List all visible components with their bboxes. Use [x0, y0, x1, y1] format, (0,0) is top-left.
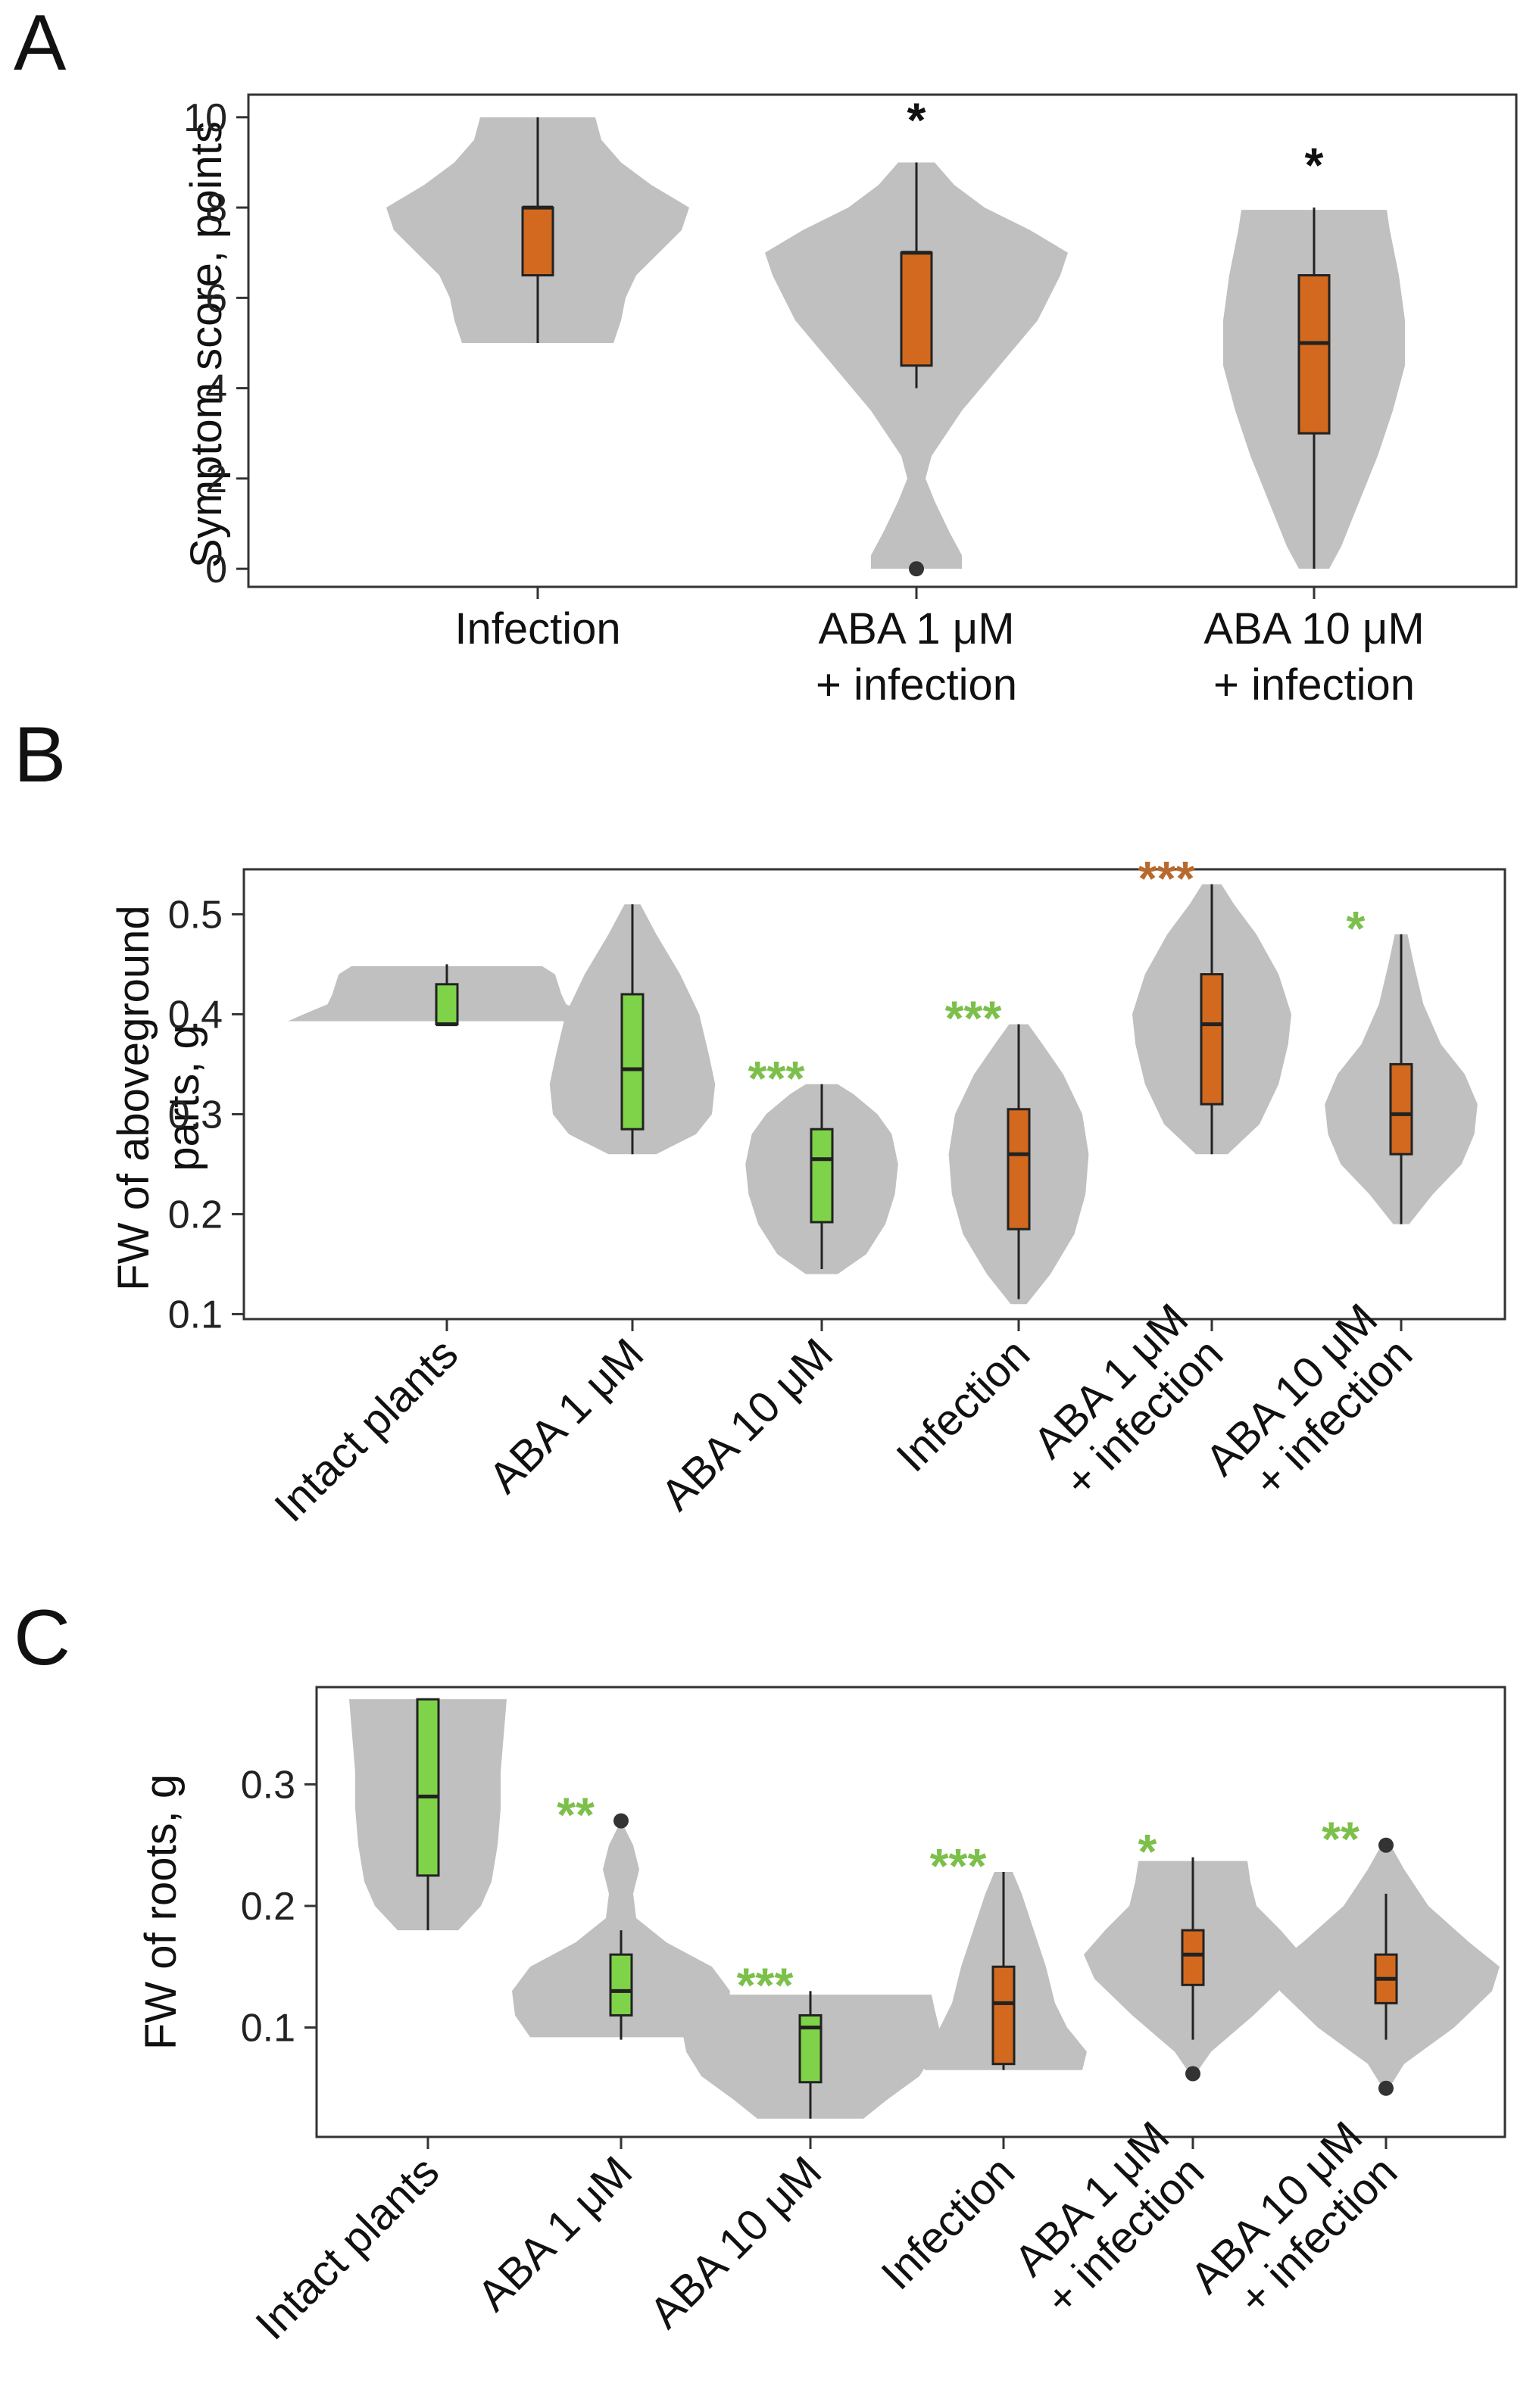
box [1389, 1062, 1413, 1156]
panel-a-ylabel: Symptom score, points [182, 121, 231, 568]
significance-marker: *** [748, 1051, 805, 1106]
y-tick-label: 4 [205, 367, 227, 411]
box [1200, 973, 1224, 1106]
plot-frame [247, 93, 1518, 588]
plot-frame [242, 868, 1506, 1321]
significance-marker: * [907, 92, 926, 147]
box [1297, 274, 1331, 435]
panel-letter-c: C [14, 1594, 70, 1682]
panel-b-plot: 0.1 0.2 0.3 0.4 0.5 Intact plants ABA 1 μM *** A… [168, 851, 1506, 1531]
panel-b-ylabel-line1: FW of aboveground [109, 905, 158, 1290]
y-tick-label: 8 [205, 186, 227, 230]
y-tick-label: 0.3 [168, 1093, 223, 1137]
category-label: ABA 1 μM [479, 1329, 653, 1502]
y-tick-label: 0 [205, 547, 227, 591]
significance-marker: *** [1138, 851, 1195, 906]
category-label: Infection [454, 604, 620, 653]
panel-b: B FW of aboveground parts, g 0.10.20.30.… [14, 711, 1506, 1531]
significance-marker: * [1138, 1824, 1157, 1879]
box [900, 251, 933, 367]
panel-c-ylabel: FW of roots, g [136, 1774, 186, 2050]
box [416, 1698, 440, 1877]
significance-marker: ** [1322, 1812, 1360, 1867]
category-label: + infection [1213, 660, 1415, 710]
significance-marker: * [1305, 138, 1324, 192]
box [435, 983, 459, 1026]
panel-b-ylabel-line2: parts, g [159, 1025, 208, 1171]
box [620, 993, 645, 1131]
group-0: Infection [386, 117, 689, 653]
panel-a: A Symptom score, points 0 2 4 6 8 10 Infection… [14, 0, 1518, 710]
category-label: ABA 1 μM [818, 604, 1014, 653]
box [810, 1128, 834, 1224]
outlier-point [1185, 2066, 1200, 2082]
box [1007, 1108, 1031, 1231]
group-1: * ABA 1 μM + infection [765, 92, 1068, 710]
outlier-point [1378, 2080, 1394, 2096]
significance-marker: *** [737, 1957, 794, 2012]
panel-c: C FW of roots, g 0.1 0.2 0.3 Intact plants *… [14, 1594, 1506, 2349]
outlier-point [909, 561, 924, 577]
outlier-point [613, 1813, 629, 1829]
box [798, 2013, 823, 2084]
y-tick-label: 0.1 [168, 1293, 223, 1337]
category-label: ABA 10 μM [640, 2147, 831, 2338]
category-label: Infection [872, 2147, 1024, 2299]
y-tick-label: 10 [183, 96, 227, 140]
box [521, 206, 554, 277]
category-label: ABA 1 μM [468, 2147, 642, 2320]
group-2: * ABA 10 μM + infection [1203, 138, 1424, 710]
category-label: ABA 10 μM [1203, 604, 1424, 653]
box [1181, 1929, 1205, 1986]
y-tick-label: 6 [205, 276, 227, 320]
y-tick-label: 0.1 [241, 2007, 295, 2051]
y-tick-label: 0.5 [168, 893, 223, 937]
y-tick-label: 0.4 [168, 993, 223, 1037]
y-tick-label: 2 [205, 457, 227, 501]
panel-letter-a: A [14, 0, 67, 87]
box [991, 1965, 1016, 2066]
significance-marker: * [1347, 901, 1366, 956]
significance-marker: ** [557, 1788, 595, 1842]
category-label: ABA 10 μM [651, 1329, 842, 1520]
plot-frame [315, 1686, 1506, 2138]
box [609, 1953, 633, 2017]
panel-letter-b: B [14, 711, 66, 799]
y-tick-label: 0.2 [168, 1193, 223, 1237]
significance-marker: *** [945, 991, 1002, 1046]
y-tick-label: 0.3 [241, 1763, 295, 1807]
category-label: Intact plants [246, 2147, 448, 2349]
panel-a-plot: 0 2 4 6 8 10 Infection * ABA 1 μM + infection * ABA… [183, 92, 1518, 710]
y-tick-label: 0.2 [241, 1885, 295, 1929]
significance-marker: *** [930, 1839, 987, 1893]
category-label: + infection [816, 660, 1017, 710]
outlier-point [1378, 1837, 1394, 1853]
category-label: Intact plants [265, 1329, 467, 1531]
category-label: Infection [887, 1329, 1039, 1481]
